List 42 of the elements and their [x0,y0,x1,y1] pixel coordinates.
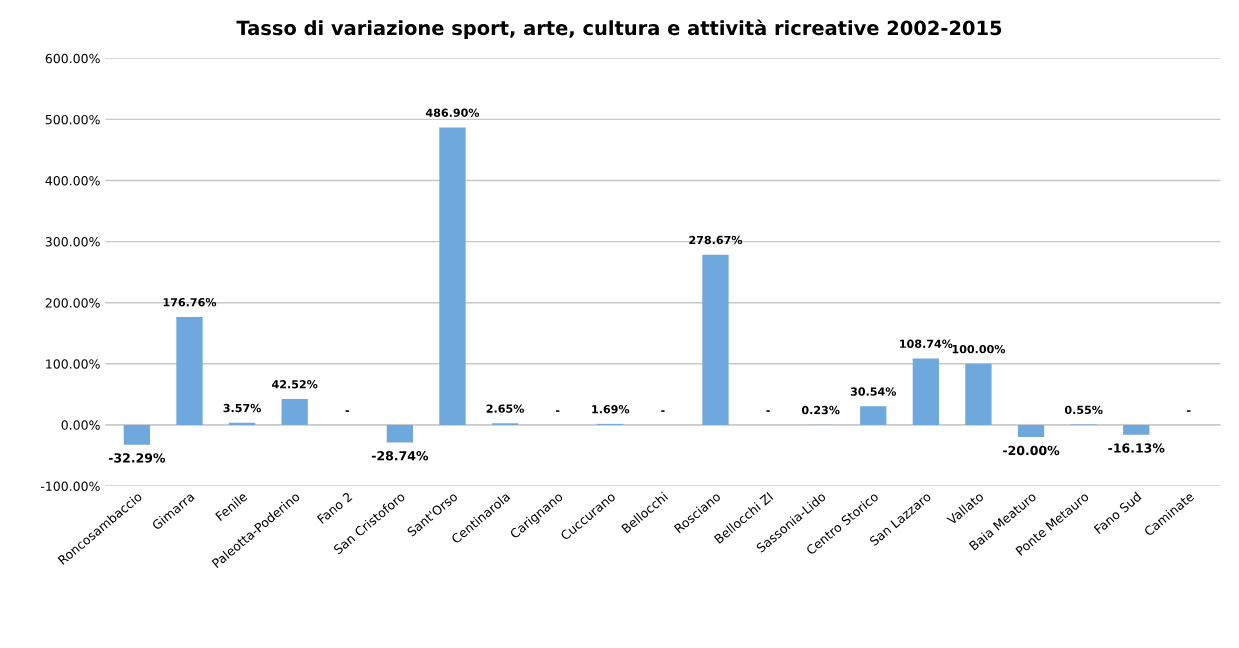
data-label: 30.54% [850,387,897,396]
data-label: - [345,410,349,412]
data-label: 176.76% [163,298,217,307]
bar [176,316,203,425]
data-label: 2.65% [486,404,524,413]
data-label: 278.67% [689,235,743,245]
bar [281,398,308,425]
y-tick-label: 100.00% [46,359,100,369]
data-label: 1.69% [592,404,630,414]
data-label: 486.90% [425,108,480,117]
y-tick-label: 600.00% [45,53,100,64]
data-label: - [661,410,665,412]
data-label: 100.00% [952,344,1006,354]
bar [912,358,940,425]
data-label: - [1187,410,1191,412]
data-label: 108.74% [900,339,953,348]
data-label: 0.55% [1064,405,1103,415]
data-label: -32.29% [108,453,166,463]
bar [228,422,256,425]
data-label: 0.23% [801,405,840,415]
chart-title: Tasso di variazione sport, arte, cultura e attività ricreative 2002-2015 [236,19,1002,40]
y-tick-label: -100.00% [40,481,100,491]
bar [702,254,729,425]
data-label: 42.52% [272,380,318,389]
y-tick-label: 500.00% [45,114,100,125]
data-label: - [766,410,770,412]
y-tick-label: 300.00% [45,237,100,247]
y-tick-label: 200.00% [45,298,100,308]
bar [1017,424,1045,438]
y-tick-label: 0.00% [61,420,100,430]
data-label: -16.13% [1108,443,1165,453]
bar [1123,424,1150,435]
bar [123,424,151,445]
data-label: -20.00% [1003,445,1060,456]
bar [965,363,992,425]
data-label: - [555,410,560,412]
data-label: -28.74% [371,451,429,461]
bar [386,424,414,443]
bar [860,406,887,425]
bar [439,127,466,425]
data-label: 3.57% [223,403,261,413]
y-tick-label: 400.00% [45,175,100,186]
